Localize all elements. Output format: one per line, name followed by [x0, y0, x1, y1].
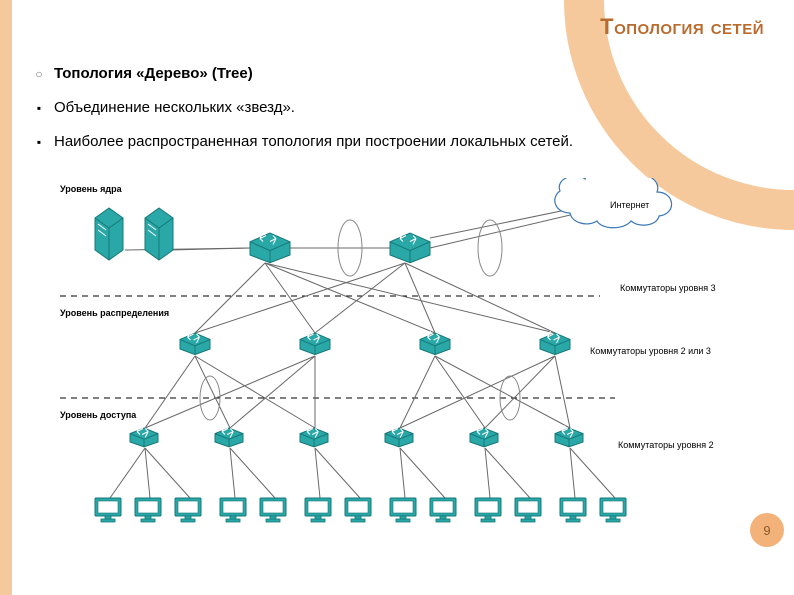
bullet-item: ▪ Наиболее распространенная топология при… — [32, 132, 762, 152]
bullet-item: ▪ Объединение нескольких «звезд». — [32, 98, 762, 118]
bullet-text: Наиболее распространенная топология при … — [54, 132, 573, 152]
diagram-svg — [60, 178, 750, 548]
bullet-marker: ○ — [32, 64, 46, 84]
network-diagram: Уровень ядра Уровень распределения Уровень… — [60, 178, 750, 548]
page-number: 9 — [763, 523, 770, 538]
bullet-marker: ▪ — [32, 132, 46, 152]
bullet-marker: ▪ — [32, 98, 46, 118]
layer-label: Уровень ядра — [60, 184, 122, 194]
bullet-text: Объединение нескольких «звезд». — [54, 98, 295, 118]
page-title: Топология сетей — [600, 14, 764, 40]
right-label: Коммутаторы уровня 2 или 3 — [590, 346, 711, 356]
right-label: Интернет — [610, 200, 649, 210]
bullet-list: ○ Топология «Дерево» (Tree) ▪ Объединение н… — [32, 64, 762, 166]
right-label: Коммутаторы уровня 3 — [620, 283, 716, 293]
bullet-item: ○ Топология «Дерево» (Tree) — [32, 64, 762, 84]
layer-label: Уровень доступа — [60, 410, 136, 420]
page-number-badge: 9 — [750, 513, 784, 547]
left-stripe — [0, 0, 12, 595]
layer-label: Уровень распределения — [60, 308, 169, 318]
right-label: Коммутаторы уровня 2 — [618, 440, 714, 450]
bullet-text: Топология «Дерево» (Tree) — [54, 64, 253, 84]
